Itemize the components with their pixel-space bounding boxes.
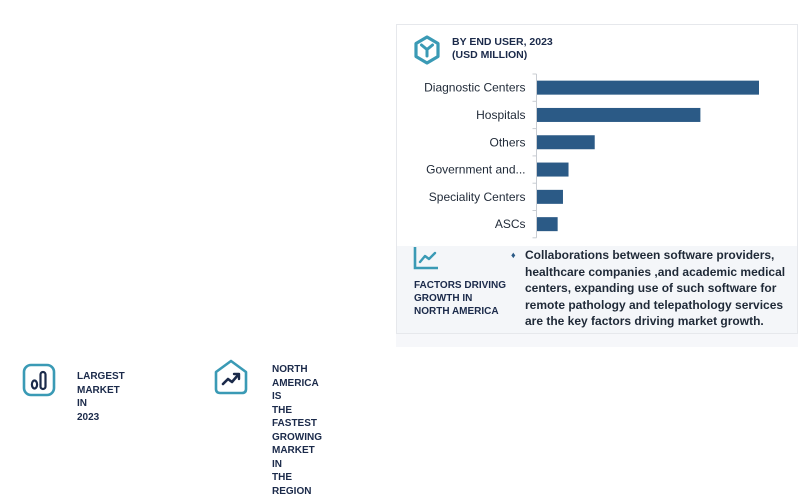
- bar-chart-icon: [22, 363, 56, 397]
- chart-title-line-2: (USD MILLION): [452, 49, 528, 61]
- stat-text-line: LARGEST MARKET IN: [77, 371, 125, 409]
- stat-text-line: THE REGION: [272, 472, 312, 497]
- category-label: Diagnostic Centers: [424, 81, 525, 95]
- stat-text-line: THE FASTEST: [272, 404, 318, 430]
- bar-speciality-centers: [537, 189, 563, 204]
- factors-text-line: centers, expanding use of such software …: [525, 281, 777, 295]
- category-label: Others: [489, 135, 525, 149]
- stat-text-line: 2023: [77, 411, 100, 423]
- factors-text-line: healthcare companies ,and academic medic…: [525, 264, 786, 279]
- end-user-chart-panel: BY END USER, 2023 (USD MILLION) Diagnost…: [396, 24, 798, 246]
- factors-text-line: are the key factors driving market growt…: [525, 314, 764, 328]
- factors-description: Collaborations between software provider…: [525, 247, 795, 330]
- category-label: Speciality Centers: [429, 190, 526, 204]
- stat-text-line: NORTH AMERICA IS: [272, 364, 319, 402]
- factors-label: FACTORS DRIVING GROWTH IN NORTH AMERICA: [414, 279, 524, 318]
- bar-ascs: [537, 217, 558, 232]
- factors-text-line: remote pathology and telepathology servi…: [525, 297, 784, 312]
- factors-label-line: NORTH AMERICA: [414, 306, 499, 317]
- bar-hospitals: [537, 107, 701, 122]
- category-label: Government and...: [426, 163, 525, 177]
- category-label: ASCs: [495, 217, 526, 231]
- home-trend-icon: [214, 359, 248, 395]
- line-chart-icon: [413, 247, 438, 270]
- factors-footer-strip: [396, 334, 798, 347]
- factors-section: FACTORS DRIVING GROWTH IN NORTH AMERICA …: [396, 246, 798, 334]
- chart-title-line-1: BY END USER, 2023: [452, 36, 553, 48]
- category-label: Hospitals: [476, 108, 525, 122]
- cube-icon: [414, 35, 440, 65]
- bar-government-and: [537, 162, 569, 177]
- end-user-bar-chart: Diagnostic Centers Hospitals Others Governm…: [424, 73, 759, 239]
- bullet-diamond-icon: ♦: [511, 250, 516, 260]
- chart-title: BY END USER, 2023 (USD MILLION): [452, 36, 553, 62]
- bar-others: [537, 135, 595, 150]
- stat-text-line: GROWING MARKET IN: [272, 431, 322, 470]
- bar-diagnostic-centers: [537, 80, 759, 95]
- factors-text-line: Collaborations between software provider…: [525, 248, 775, 262]
- factors-label-line: GROWTH IN: [414, 293, 473, 304]
- factors-label-line: FACTORS DRIVING: [414, 280, 507, 291]
